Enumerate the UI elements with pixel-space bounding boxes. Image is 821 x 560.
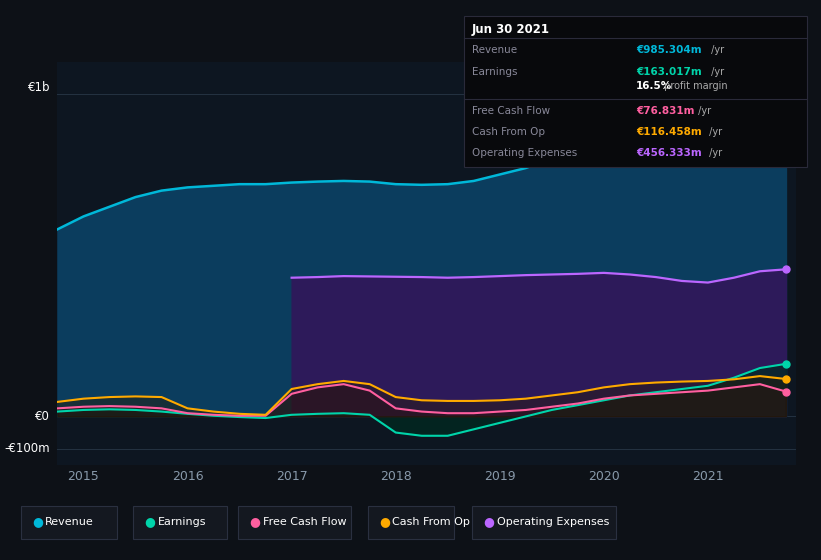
- Text: /yr: /yr: [708, 45, 724, 55]
- Text: Revenue: Revenue: [472, 45, 517, 55]
- Text: Revenue: Revenue: [45, 517, 94, 527]
- Text: -€100m: -€100m: [4, 442, 50, 455]
- Text: €76.831m: €76.831m: [636, 106, 695, 116]
- Text: ●: ●: [32, 515, 43, 529]
- Text: Earnings: Earnings: [158, 517, 206, 527]
- Text: /yr: /yr: [706, 127, 722, 137]
- Text: profit margin: profit margin: [661, 81, 727, 91]
- Text: €456.333m: €456.333m: [636, 148, 702, 158]
- Text: ●: ●: [484, 515, 494, 529]
- Text: ●: ●: [144, 515, 155, 529]
- Text: Cash From Op: Cash From Op: [472, 127, 545, 137]
- Text: Jun 30 2021: Jun 30 2021: [472, 23, 550, 36]
- Text: /yr: /yr: [708, 67, 724, 77]
- Text: €985.304m: €985.304m: [636, 45, 702, 55]
- Text: Free Cash Flow: Free Cash Flow: [263, 517, 346, 527]
- Text: €116.458m: €116.458m: [636, 127, 702, 137]
- Text: /yr: /yr: [706, 148, 722, 158]
- Text: €0: €0: [35, 410, 50, 423]
- Text: Operating Expenses: Operating Expenses: [472, 148, 577, 158]
- Text: 16.5%: 16.5%: [636, 81, 672, 91]
- Text: Free Cash Flow: Free Cash Flow: [472, 106, 550, 116]
- Text: €163.017m: €163.017m: [636, 67, 702, 77]
- Text: /yr: /yr: [695, 106, 712, 116]
- Text: Operating Expenses: Operating Expenses: [497, 517, 609, 527]
- Text: Earnings: Earnings: [472, 67, 517, 77]
- Text: Cash From Op: Cash From Op: [392, 517, 470, 527]
- Text: ●: ●: [250, 515, 260, 529]
- Text: €1b: €1b: [28, 81, 50, 94]
- Text: ●: ●: [379, 515, 390, 529]
